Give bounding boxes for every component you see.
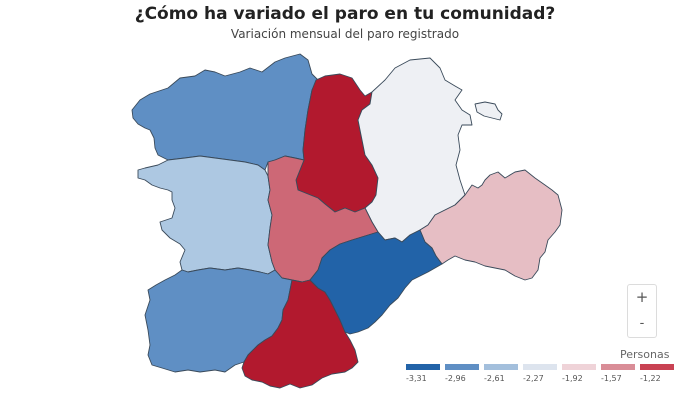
- legend-swatch: [562, 364, 596, 370]
- zoom-out-button[interactable]: -: [639, 316, 645, 331]
- legend-swatch: [484, 364, 518, 370]
- legend-title: Personas: [620, 348, 670, 361]
- province-segovia[interactable]: [309, 229, 443, 335]
- legend-label: -2,61: [484, 374, 505, 383]
- legend-swatch: [445, 364, 479, 370]
- province-zamora[interactable]: [137, 155, 276, 275]
- legend-swatch: [406, 364, 440, 370]
- legend-label: -2,96: [445, 374, 466, 383]
- legend-label: -3,31: [406, 374, 427, 383]
- legend-label: -1,57: [601, 374, 622, 383]
- legend-swatch: [601, 364, 635, 370]
- province-burgos-enclave: [474, 101, 503, 121]
- legend-item: -2,96: [445, 364, 479, 383]
- legend-label: -1,22: [640, 374, 661, 383]
- legend-label: -1,92: [562, 374, 583, 383]
- legend-item: -1,22: [640, 364, 674, 383]
- chart-subtitle: Variación mensual del paro registrado: [230, 27, 460, 41]
- legend-item: -3,31: [406, 364, 440, 383]
- zoom-in-button[interactable]: +: [635, 288, 649, 306]
- legend-item: -2,61: [484, 364, 518, 383]
- chart-title: ¿Cómo ha variado el paro en tu comunidad…: [134, 4, 556, 24]
- legend-swatch: [523, 364, 557, 370]
- legend-item: -1,92: [562, 364, 596, 383]
- province-soria[interactable]: [419, 169, 563, 281]
- legend-item: -2,27: [523, 364, 557, 383]
- legend-swatch: [640, 364, 674, 370]
- legend-label: -2,27: [523, 374, 544, 383]
- map-zoom-control: + -: [627, 284, 657, 338]
- province-leon[interactable]: [131, 53, 319, 171]
- legend-item: -1,57: [601, 364, 635, 383]
